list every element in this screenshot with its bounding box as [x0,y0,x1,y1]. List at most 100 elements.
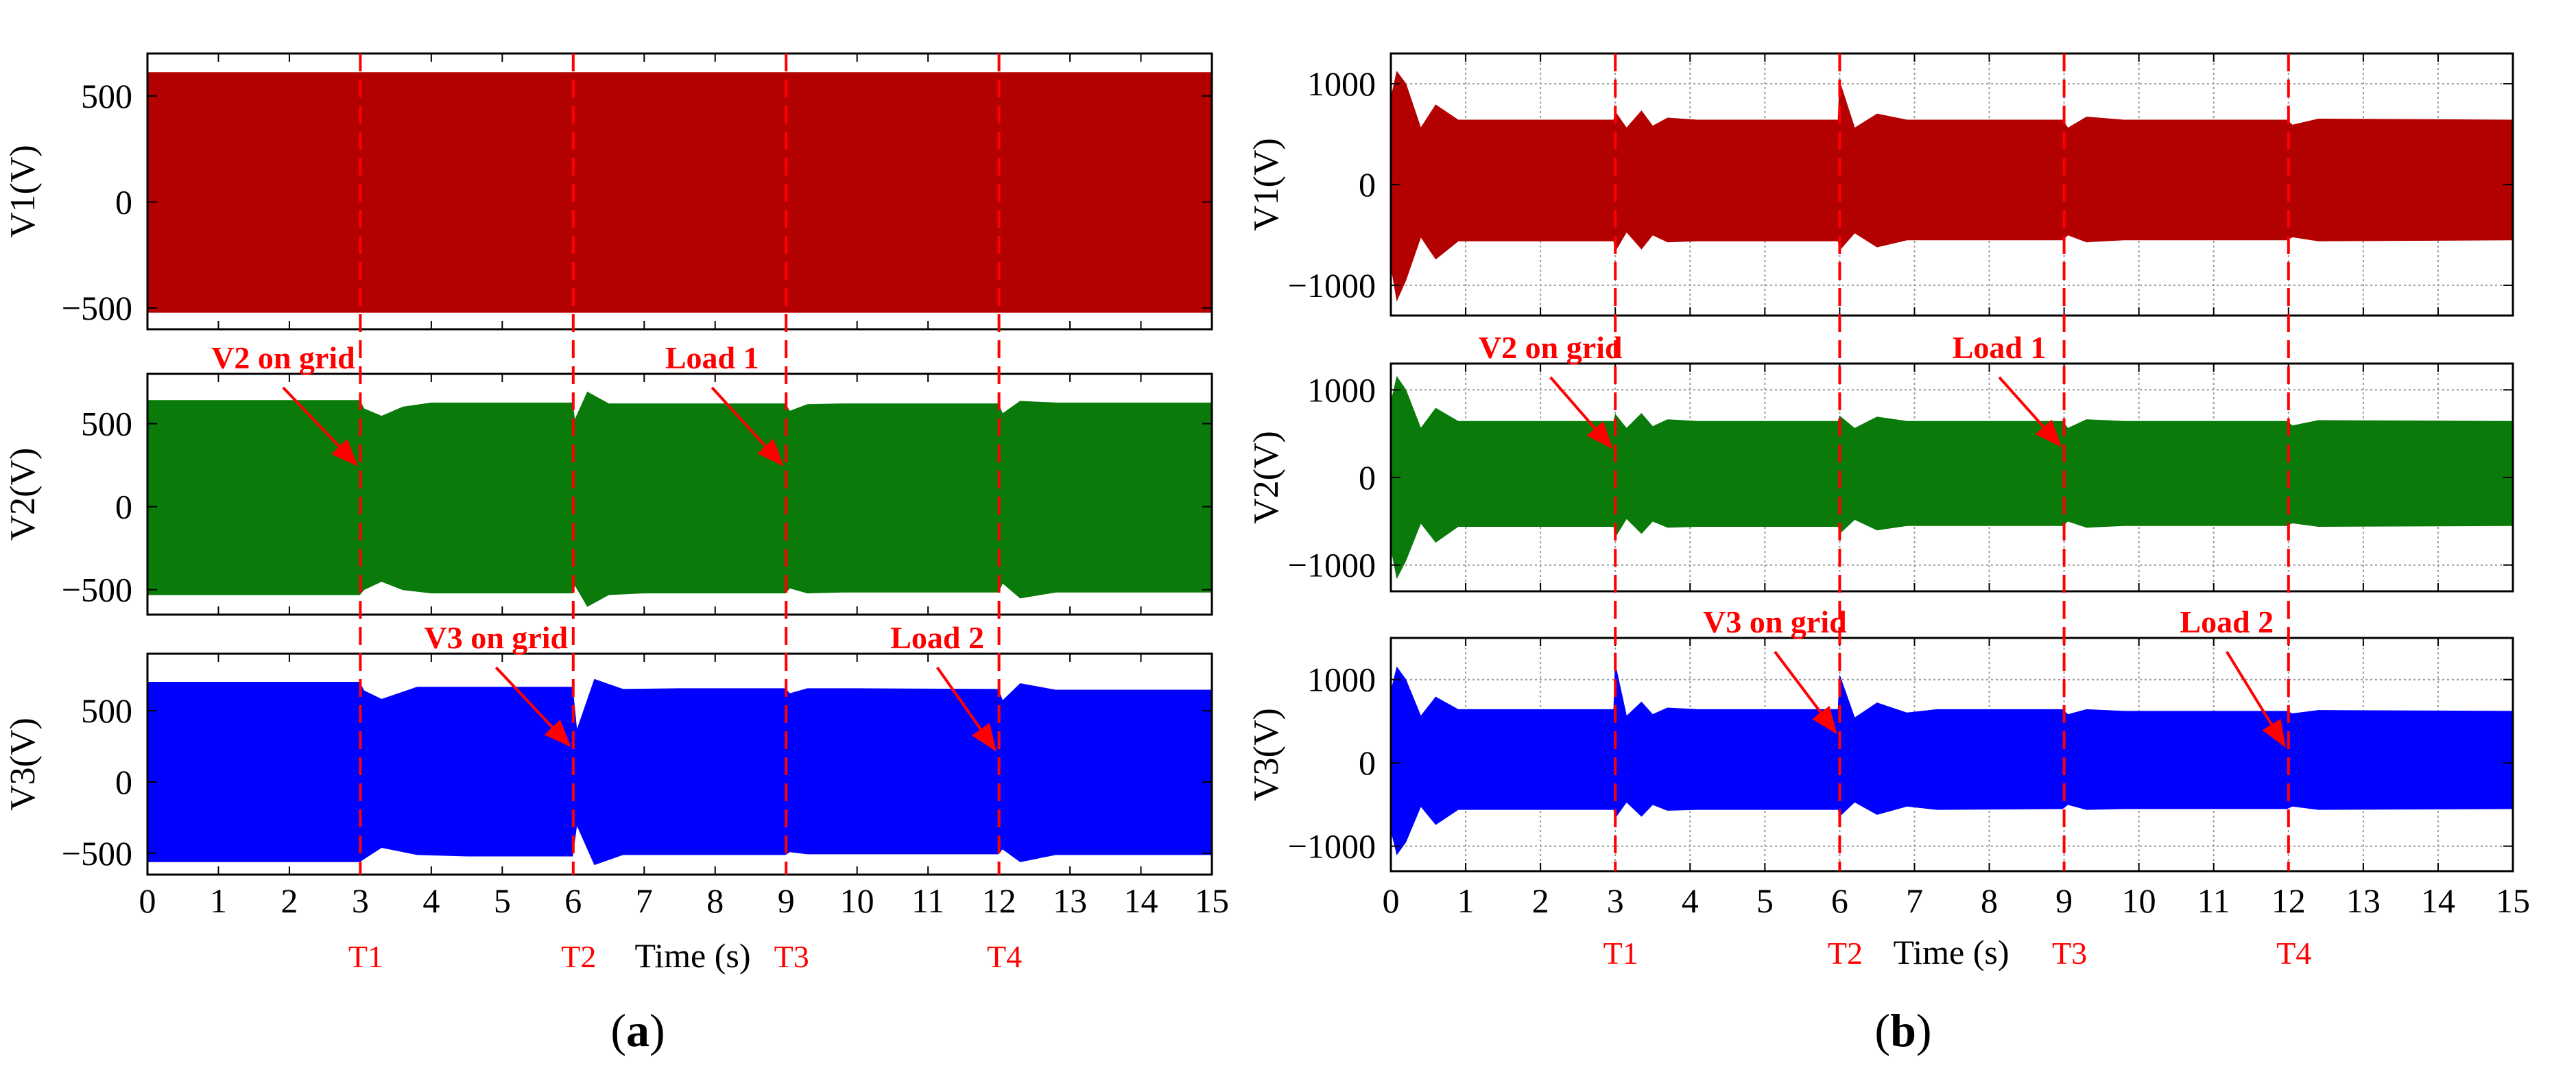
x-tick-label: 9 [778,881,795,920]
annotation-label: Load 1 [665,340,759,375]
y-tick-label: −500 [62,834,132,873]
signal-v3v [1390,664,2514,855]
y-axis-label: V2(V) [1247,431,1286,524]
y-tick-label: 0 [115,488,132,526]
y-tick-label: 1000 [1307,661,1376,699]
signal-v2v [1390,375,2514,580]
y-tick-label: −500 [62,571,132,609]
annotation-arrow [2226,650,2286,748]
x-tick-label: 14 [2421,881,2455,920]
x-tick-label: 10 [2122,881,2156,920]
annotation-label: V3 on grid [1703,604,1847,639]
x-tick-label: 13 [2346,881,2381,920]
y-axis-label: V3(V) [1247,708,1286,801]
annotation-label: V3 on grid [425,620,569,655]
y-axis-label: V1(V) [3,145,43,238]
annotation-arrow [935,666,997,752]
subplot-b-1: −1000 0 1000 V1(V) [1247,52,2514,317]
x-tick-label: 13 [1053,881,1087,920]
x-tick-label: 0 [139,881,156,920]
x-tick-label: 1 [210,881,227,920]
x-tick-label: 15 [1195,881,1229,920]
x-tick-label: 7 [1906,881,1923,920]
x-tick-label: 15 [2496,881,2530,920]
event-label: T1 [348,939,383,974]
y-tick-label: 0 [115,182,132,221]
annotation-label: Load 1 [1953,330,2047,365]
annotation-arrow [282,386,359,466]
x-tick-label: 5 [494,881,511,920]
x-tick-label: 12 [982,881,1016,920]
axes-box [146,652,1213,876]
x-tick-label: 14 [1124,881,1158,920]
y-tick-label: 500 [81,691,132,730]
subplot-a-2: −500 0 500 V2(V) V2 on grid Load 1 [3,340,1213,616]
annotation-arrow [1774,650,1837,735]
signal-v1v [1390,71,2514,302]
event-label: T2 [1828,936,1863,971]
annotation-arrow [494,666,571,748]
x-tick-label: 3 [1607,881,1624,920]
x-tick-label: 3 [352,881,369,920]
x-tick-label: 11 [2197,881,2230,920]
x-tick-label: 4 [1682,881,1699,920]
x-tick-label: 9 [2055,881,2073,920]
y-tick-label: 500 [81,405,132,443]
y-tick-label: 0 [1359,165,1376,204]
axes-box [1390,637,2514,873]
x-tick-label: 1 [1457,881,1475,920]
annotation-arrow [1549,376,1613,449]
signal-v2v [147,391,1213,607]
x-tick-label: 0 [1383,881,1400,920]
x-tick-label: 8 [1981,881,1998,920]
subplot-b-2: −1000 0 1000 V2(V) V2 on grid Load 1 [1247,330,2514,593]
annotation-arrow [1998,376,2062,448]
axes-box [146,52,1213,331]
y-tick-label: 0 [1359,458,1376,497]
y-tick-label: 1000 [1307,64,1376,103]
subplot-a-3: −500 0 500 V3(V) V3 on grid Load 2 [3,620,1213,876]
x-tick-label: 8 [706,881,724,920]
panel-caption: (a) [610,1004,665,1056]
event-label: T2 [561,939,596,974]
annotation-label: Load 2 [2180,604,2274,639]
axes-box [146,372,1213,616]
y-tick-label: 0 [115,763,132,801]
y-tick-label: −1000 [1288,546,1376,584]
annotation-arrow [711,386,784,466]
subplot-a-1: −500 0 500 V1(V) [3,52,1213,331]
x-tick-label: 7 [636,881,653,920]
x-tick-label: 2 [1532,881,1549,920]
x-tick-label: 2 [281,881,298,920]
x-tick-label: 5 [1756,881,1774,920]
y-axis-label: V1(V) [1247,138,1286,231]
x-axis-label: Time (s) [634,936,750,975]
x-tick-label: 10 [840,881,874,920]
signal-v3v [147,678,1213,866]
event-label: T4 [2276,936,2311,971]
event-label: T1 [1603,936,1638,971]
y-tick-label: 0 [1359,744,1376,782]
event-label: T4 [987,939,1022,974]
annotation-label: V2 on grid [1479,330,1623,365]
signal-v1v [147,72,1213,313]
y-tick-label: 1000 [1307,370,1376,409]
x-tick-label: 6 [1831,881,1848,920]
y-tick-label: 500 [81,77,132,115]
subplot-b-3: −1000 0 1000 V3(V) V3 on grid Load 2 [1247,604,2514,873]
x-tick-label: 12 [2271,881,2306,920]
event-label: T3 [774,939,809,974]
annotation-label: Load 2 [890,620,984,655]
x-tick-label: 6 [564,881,582,920]
event-label: T3 [2052,936,2087,971]
y-tick-label: −1000 [1288,266,1376,305]
x-axis-label: Time (s) [1893,933,2009,971]
x-tick-label: 4 [422,881,440,920]
y-axis-label: V2(V) [3,448,43,541]
panel-caption: (b) [1874,1004,1931,1056]
y-tick-label: −500 [62,289,132,327]
x-tick-label: 11 [911,881,944,920]
